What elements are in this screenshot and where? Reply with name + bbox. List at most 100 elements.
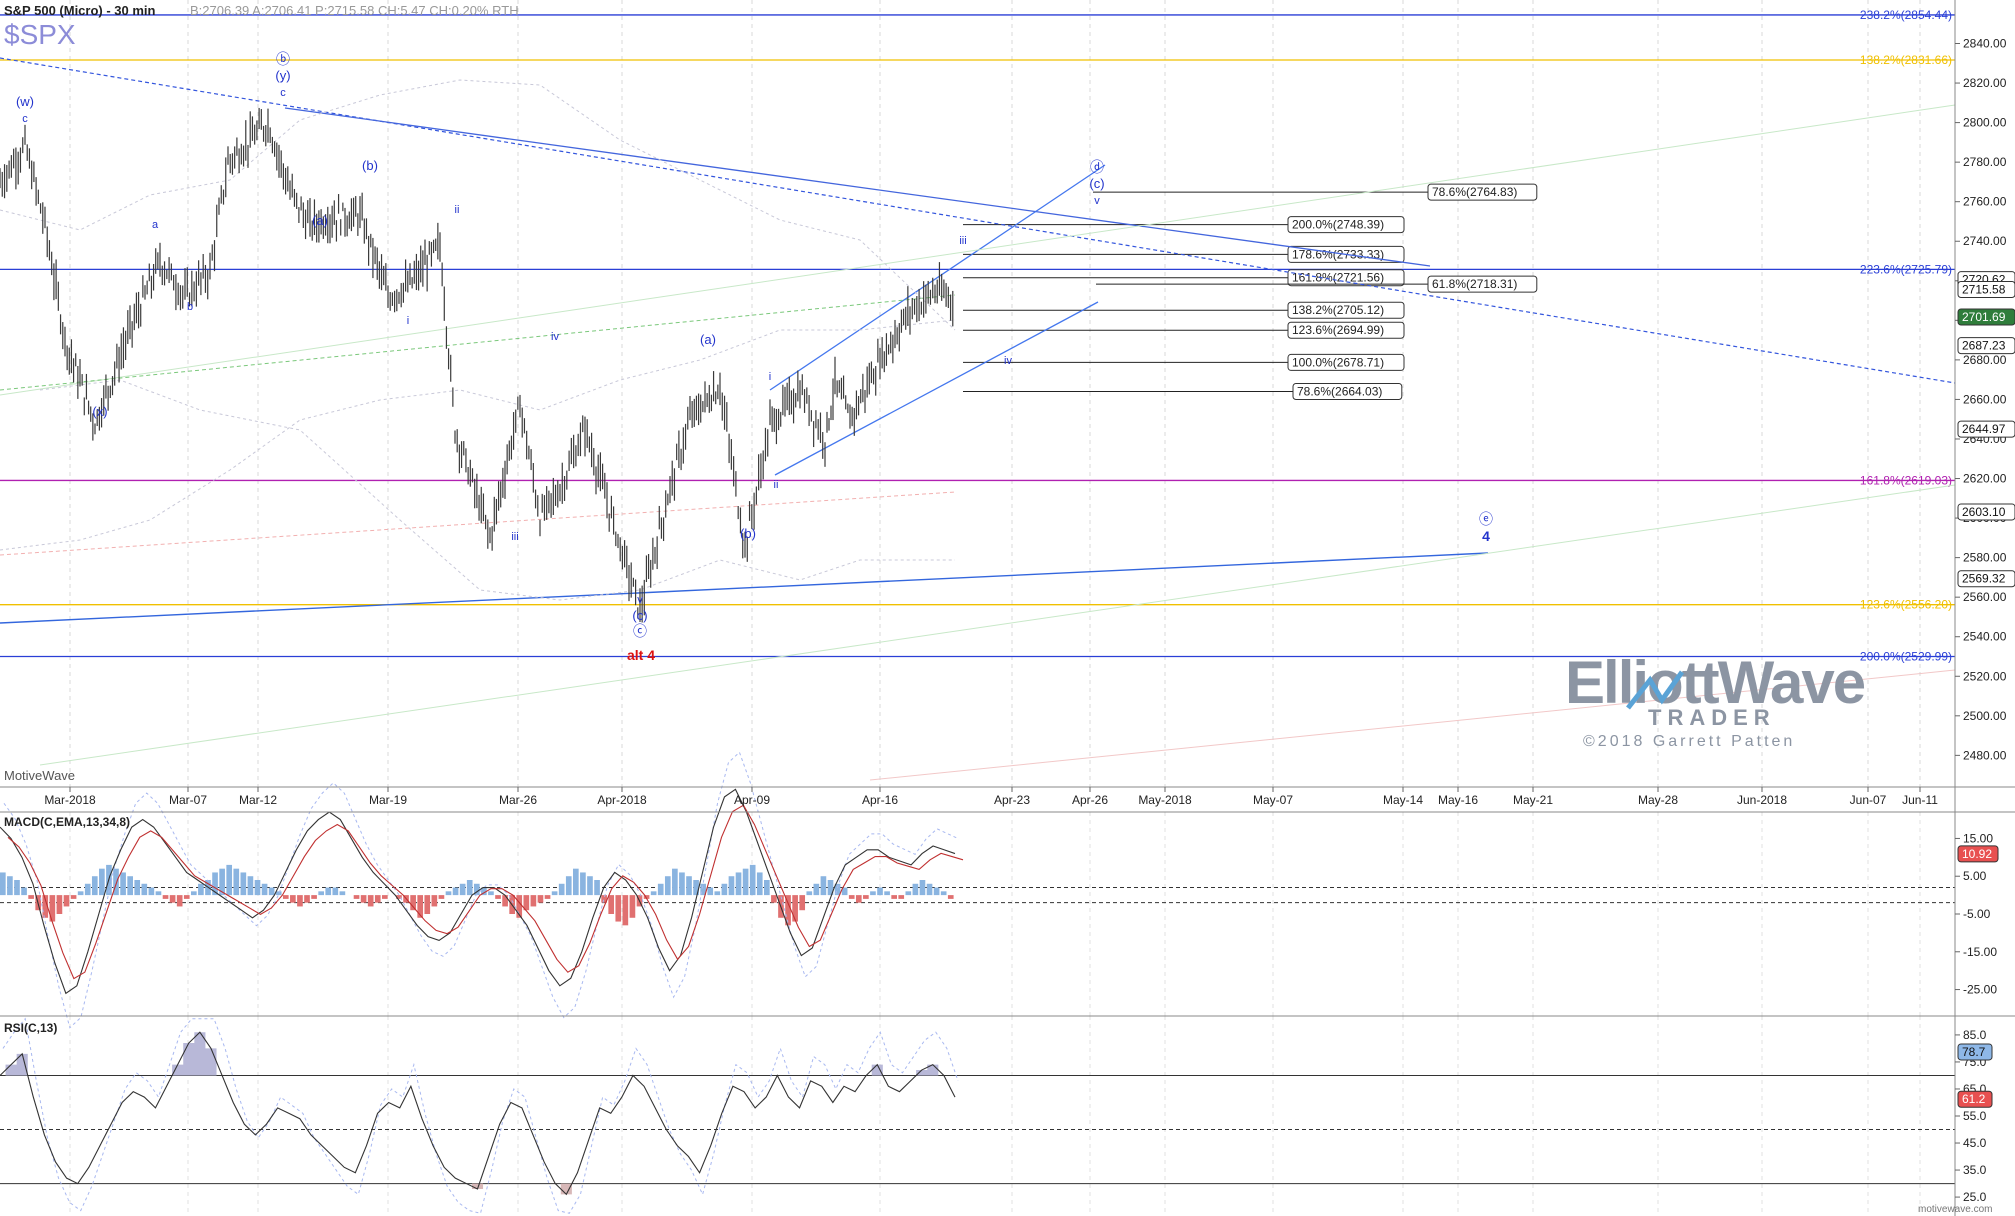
fib-projection-box [1427, 183, 1538, 201]
macd-line [0, 788, 956, 995]
price-marker-box [1957, 420, 2015, 438]
dashed-green-line [0, 294, 956, 391]
macd-histogram-bar [127, 876, 133, 896]
rsi-value-box [1957, 1090, 1993, 1108]
price-marker-box [1957, 281, 2015, 299]
y-tick-label: 2620.00 [1963, 472, 2007, 486]
macd-histogram-bar [587, 876, 593, 896]
fib-line-label: 238.2%(2854.44) [1860, 8, 1952, 22]
macd-histogram-bar [530, 895, 537, 907]
x-tick-label: Mar-07 [169, 793, 207, 807]
wave-label: iii [959, 235, 966, 247]
macd-histogram-bar [806, 891, 813, 896]
wave-label: alt 4 [627, 647, 655, 663]
rsi-y-tick-label: 55.0 [1963, 1109, 1987, 1123]
macd-histogram-bar [268, 887, 275, 896]
fib-projection-label: 78.6%(2764.83) [1432, 185, 1517, 199]
macd-histogram-bar [615, 895, 622, 922]
macd-histogram-bar [410, 895, 416, 911]
rsi-line [0, 1031, 956, 1196]
x-tick-label: Jun-11 [1902, 793, 1938, 807]
elliottwave-trader-logo: ElliottWave TRADER ©2018 Garrett Patten [1565, 649, 1867, 750]
y-tick-label: 2680.00 [1963, 353, 2007, 367]
macd-histogram-bar [565, 876, 572, 896]
macd-histogram-bar [707, 887, 714, 896]
macd-histogram-bar [764, 880, 770, 896]
x-tick-label: Jun-2018 [1737, 793, 1787, 807]
macd-histogram-bar [417, 895, 424, 918]
platform-label: MotiveWave [4, 768, 75, 783]
macd-histogram-bar [431, 895, 438, 907]
x-tick-label: Mar-2018 [44, 793, 96, 807]
wave-label: (c) [632, 608, 647, 623]
macd-histogram-bar [884, 891, 890, 896]
x-tick-label: May-16 [1438, 793, 1478, 807]
symbol-label: $SPX [4, 19, 76, 50]
grid-layer [69, 0, 1921, 1216]
x-tick-label: May-14 [1383, 793, 1423, 807]
wave-label: c [280, 87, 286, 99]
macd-histogram-bar [742, 868, 749, 896]
macd-histogram-bar [544, 895, 551, 899]
macd-histogram-bar [495, 895, 501, 899]
dashed-red-line [0, 491, 956, 556]
macd-histogram-bar [318, 891, 324, 896]
y-tick-label: 2820.00 [1963, 76, 2007, 90]
rsi-overbought-fill [5, 1032, 939, 1076]
faint-green-line [39, 484, 1956, 766]
y-tick-label: 2500.00 [1963, 709, 2007, 723]
macd-band-line [3, 751, 960, 1029]
macd-histogram-bar [254, 880, 261, 896]
x-tick-label: Mar-12 [239, 793, 277, 807]
macd-histogram-bar [191, 891, 197, 896]
x-tick-label: Apr-2018 [597, 793, 647, 807]
fib-projection-label: 61.8%(2718.31) [1432, 277, 1517, 291]
macd-histogram-bar [212, 872, 218, 896]
macd-histogram-bar [855, 895, 862, 903]
macd-histogram-bar [198, 883, 204, 896]
macd-y-tick-label: 5.00 [1963, 869, 1987, 883]
price-marker-box [1957, 503, 2015, 521]
y-tick-label: 2560.00 [1963, 590, 2007, 604]
x-tick-label: Apr-16 [862, 793, 898, 807]
svg-text:TRADER: TRADER [1648, 705, 1776, 730]
x-tick-label: May-2018 [1138, 793, 1192, 807]
macd-histogram-bar [749, 864, 756, 896]
price-marker-box [1957, 308, 2015, 326]
fib-projection-box [1287, 301, 1405, 319]
trendline-layer [0, 57, 1956, 781]
fib-projection-label: 123.6%(2694.99) [1292, 323, 1384, 337]
rsi-y-tick-label: 35.0 [1963, 1163, 1987, 1177]
macd-histogram-bar [84, 883, 91, 896]
macd-histogram-bar [870, 891, 876, 896]
y-tick-label: 2480.00 [1963, 748, 2007, 762]
wave-label: ⓑ [276, 51, 290, 67]
macd-histogram-bar [912, 883, 919, 896]
macd-histogram-bar [42, 895, 49, 918]
rsi-title: RSI(C,13) [4, 1021, 57, 1035]
macd-histogram-bar [919, 880, 926, 896]
macd-histogram-bar [21, 887, 27, 896]
fib-lines-layer: 238.2%(2854.44) 138.2%(2831.66) 223.6%(272… [0, 8, 1955, 664]
macd-histogram-bar [664, 876, 671, 896]
fib-projection-label: 161.8%(2721.56) [1292, 271, 1384, 285]
macd-value-box [1957, 845, 1999, 863]
price-marker-label: 2644.97 [1962, 422, 2006, 436]
macd-histogram-bar [841, 887, 848, 896]
price-marker-label: 2569.32 [1962, 572, 2006, 586]
wave-label: a [152, 219, 159, 231]
price-bars-layer [0, 107, 954, 623]
rsi-band-line [2, 1017, 959, 1214]
x-tick-label: Apr-26 [1072, 793, 1108, 807]
macd-histogram-bar [162, 895, 169, 899]
macd-layer [0, 751, 1955, 1029]
macd-histogram-bar [728, 876, 735, 896]
macd-histogram-bar [63, 895, 70, 907]
wave-label: (a) [312, 213, 328, 228]
faint-red-line [869, 669, 1956, 781]
macd-histogram-bar [282, 895, 289, 899]
macd-histogram-bar [714, 891, 721, 896]
